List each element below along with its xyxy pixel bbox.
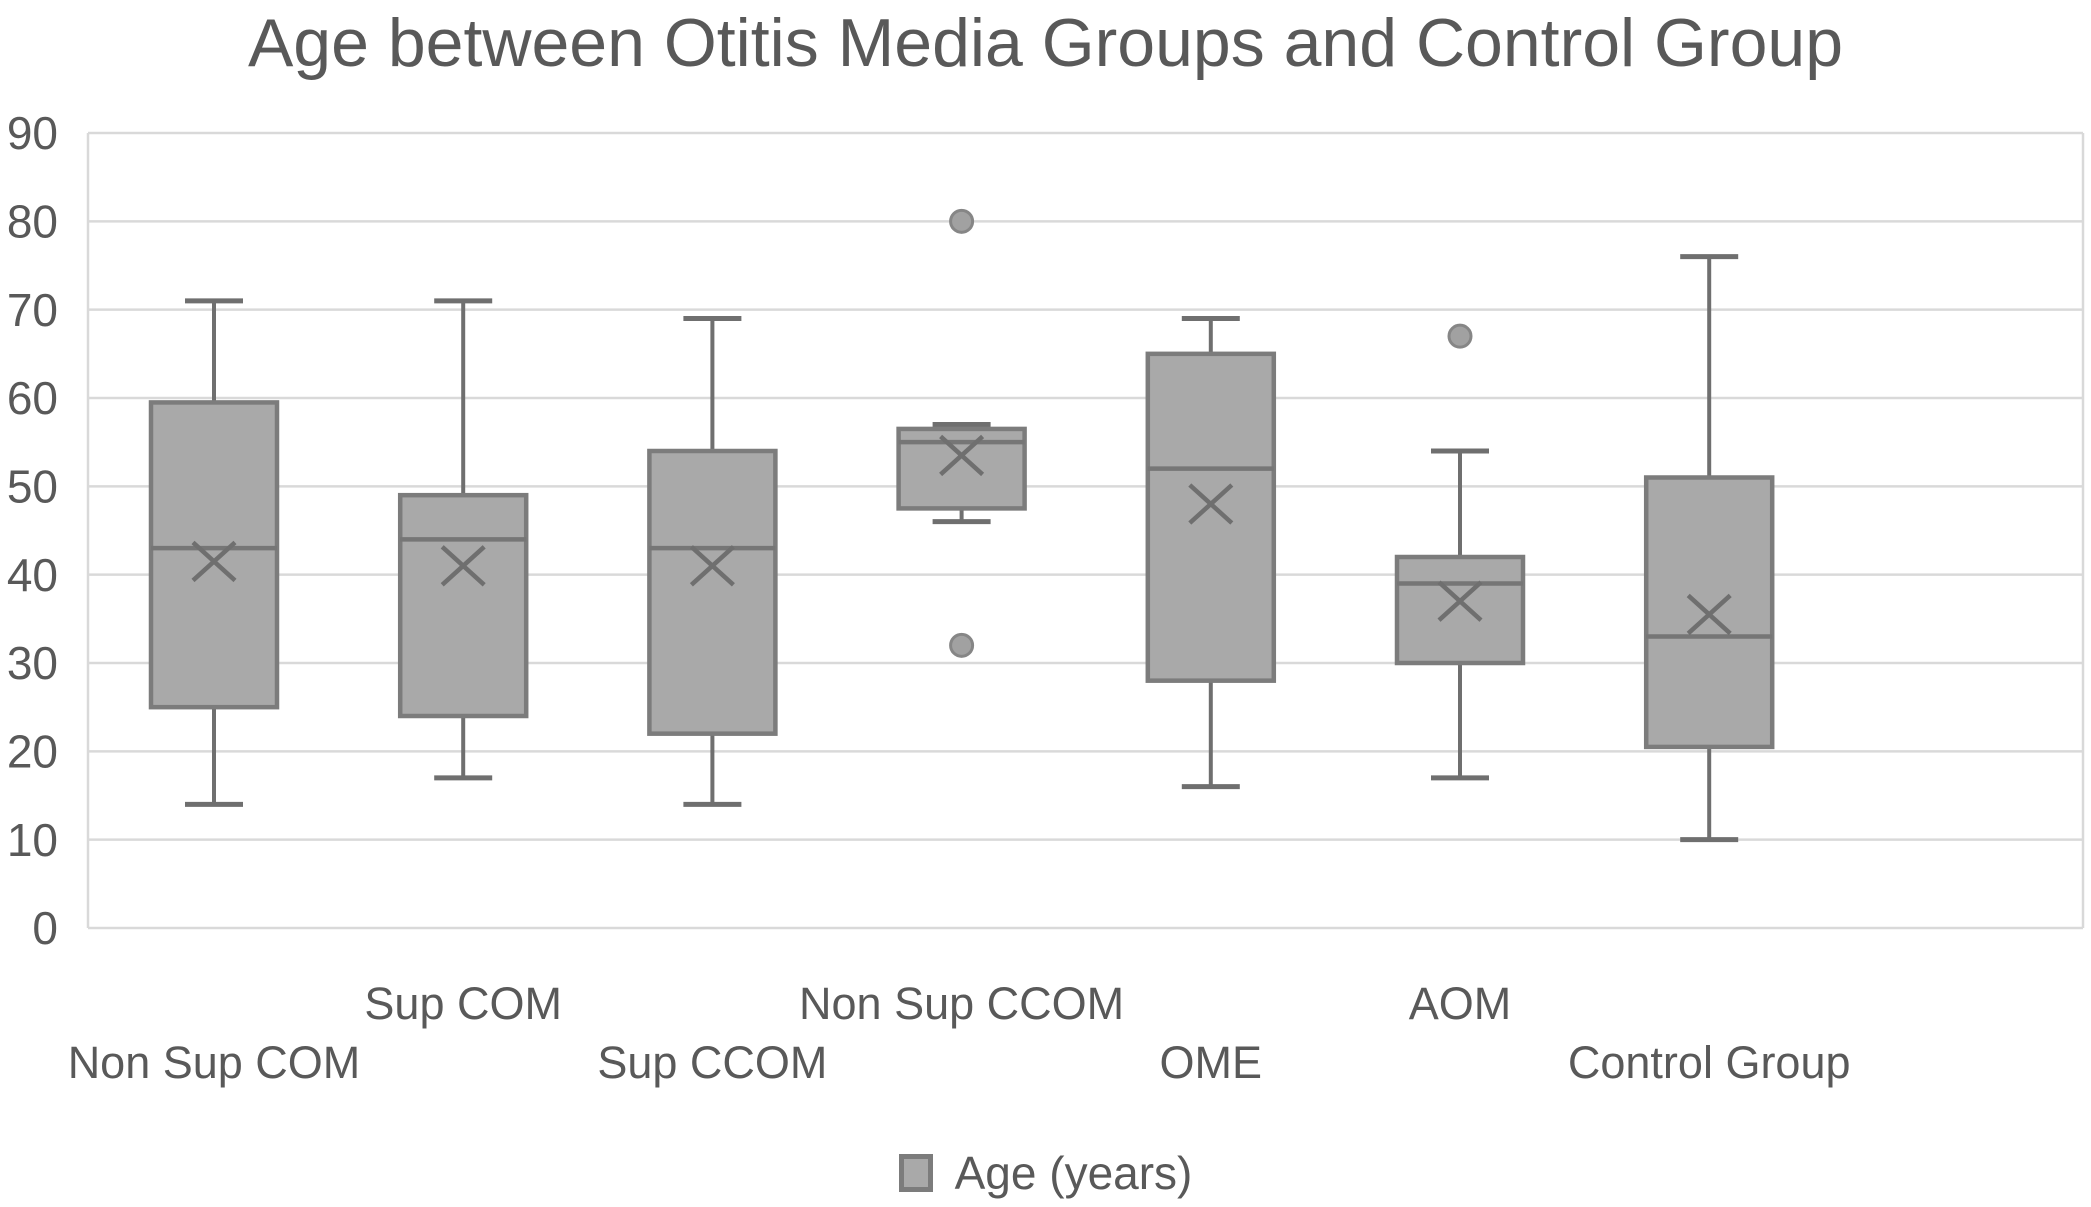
x-axis-category-label: Control Group bbox=[1568, 1037, 1851, 1088]
legend-label: Age (years) bbox=[954, 1147, 1193, 1199]
y-axis-tick-label: 10 bbox=[7, 814, 58, 866]
y-axis-tick-label: 30 bbox=[7, 637, 58, 689]
y-axis-tick-label: 70 bbox=[7, 284, 58, 336]
box-rect bbox=[1394, 554, 1526, 666]
x-axis-category-label: Non Sup CCOM bbox=[799, 978, 1124, 1029]
x-axis-category-label: AOM bbox=[1409, 978, 1512, 1029]
mean-x-marker bbox=[939, 434, 985, 477]
box-rect bbox=[397, 492, 529, 719]
x-axis-category-label: OME bbox=[1160, 1037, 1263, 1088]
y-axis-tick-label: 50 bbox=[7, 460, 58, 512]
y-axis-tick-label: 90 bbox=[7, 107, 58, 159]
mean-x-marker bbox=[689, 545, 735, 587]
x-axis-category-label: Sup COM bbox=[364, 978, 562, 1029]
box-rect bbox=[647, 448, 778, 736]
y-axis-tick-label: 80 bbox=[7, 195, 58, 247]
legend-swatch-icon bbox=[898, 1154, 933, 1192]
y-axis-tick-label: 60 bbox=[7, 372, 58, 424]
outlier-point bbox=[949, 632, 975, 658]
box-rect bbox=[148, 400, 280, 710]
mean-x-marker bbox=[1188, 483, 1234, 525]
box-rect bbox=[1145, 351, 1277, 683]
outlier-point bbox=[949, 208, 975, 234]
y-axis-tick-label: 0 bbox=[32, 902, 58, 954]
legend: Age (years) bbox=[0, 1146, 2091, 1200]
mean-x-marker bbox=[1437, 580, 1483, 622]
mean-x-marker bbox=[1686, 593, 1732, 636]
x-axis-category-label: Non Sup COM bbox=[68, 1037, 361, 1088]
mean-x-marker bbox=[440, 545, 486, 587]
outlier-point bbox=[1447, 323, 1473, 349]
x-axis-category-label: Sup CCOM bbox=[597, 1037, 827, 1088]
chart-title: Age between Otitis Media Groups and Cont… bbox=[247, 5, 1844, 81]
y-axis-tick-label: 20 bbox=[7, 725, 58, 777]
y-axis-tick-label: 40 bbox=[7, 549, 58, 601]
mean-x-marker bbox=[191, 540, 237, 583]
